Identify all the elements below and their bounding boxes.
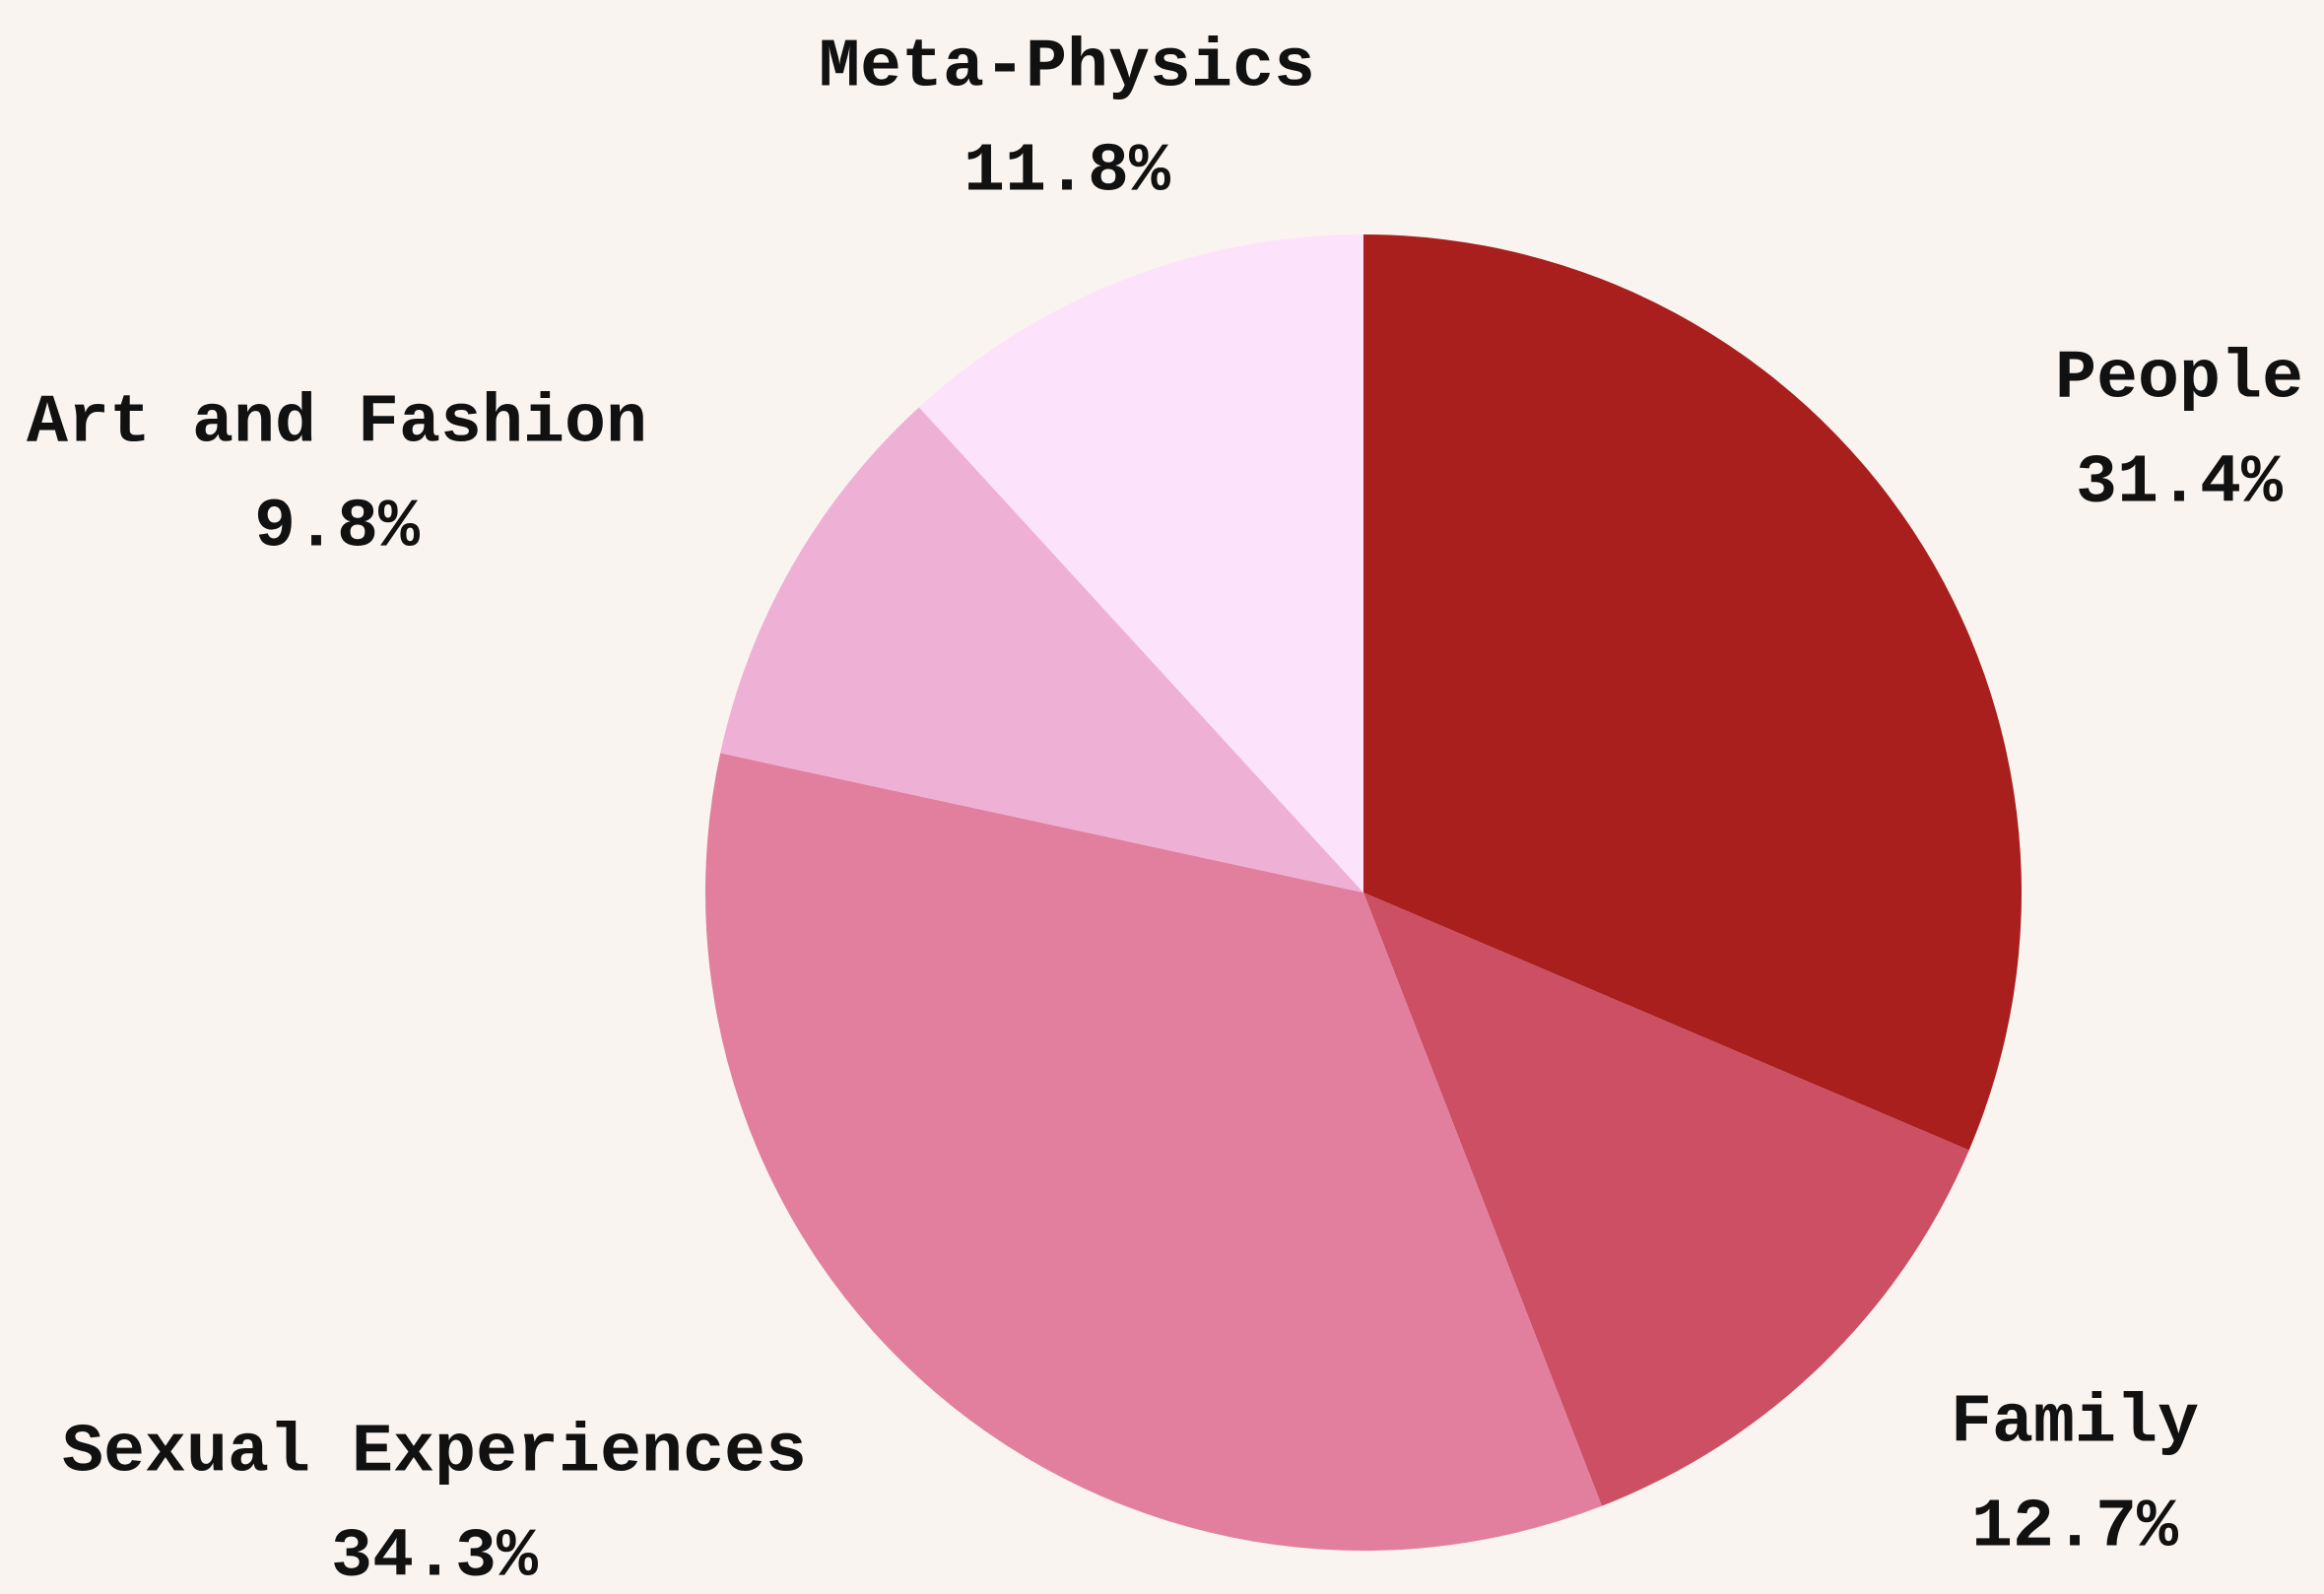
slice-value-label: 9.8%: [254, 489, 421, 566]
slice-value-label: 31.4%: [2076, 444, 2284, 522]
pie-slice: [720, 407, 1363, 893]
slice-label: Meta-Physics: [819, 29, 1315, 106]
pie-slice: [1363, 234, 2022, 1151]
slice-label: Sexual Experiences: [62, 1414, 807, 1492]
pie-slice: [1363, 893, 1969, 1506]
slice-label: Art and Fashion: [27, 384, 647, 462]
pie-slice: [705, 753, 1602, 1552]
slice-value-label: 34.3%: [331, 1518, 539, 1594]
slice-value-label: 11.8%: [963, 133, 1171, 211]
slice-value-label: 12.7%: [1971, 1489, 2179, 1566]
slice-label: People: [2055, 340, 2303, 418]
pie-slice: [918, 234, 1363, 893]
slice-label: Family: [1951, 1384, 2199, 1462]
